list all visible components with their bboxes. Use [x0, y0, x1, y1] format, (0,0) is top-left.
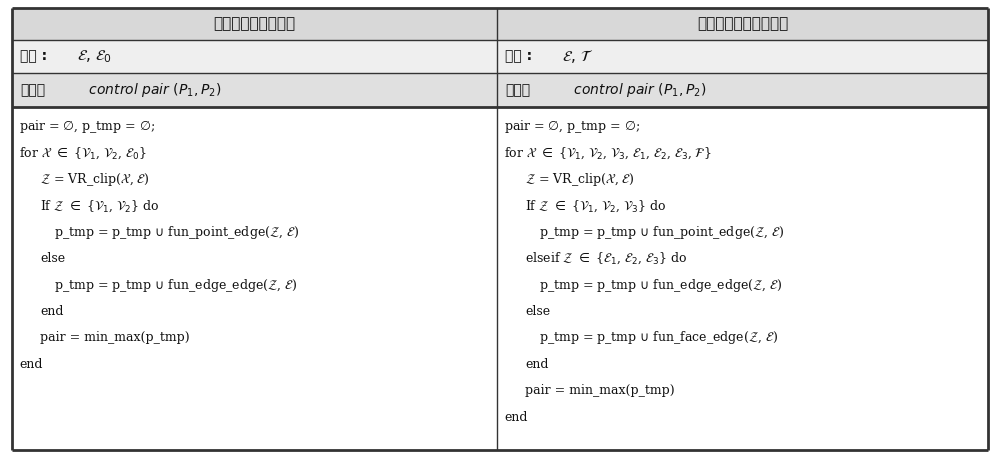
Text: pair = $\emptyset$, p_tmp = $\emptyset$;: pair = $\emptyset$, p_tmp = $\emptyset$; — [19, 118, 155, 135]
Text: end: end — [19, 358, 42, 371]
Text: 输入 :: 输入 : — [20, 49, 47, 64]
Text: 线段与线段碰撞检测: 线段与线段碰撞检测 — [213, 16, 296, 32]
Text: for $\mathcal{X}$ $\in$ {$\mathcal{V}_1$, $\mathcal{V}_2$, $\mathcal{V}_3$, $\ma: for $\mathcal{X}$ $\in$ {$\mathcal{V}_1$… — [504, 146, 712, 161]
Text: else: else — [40, 252, 65, 265]
Bar — [12, 107, 988, 450]
Text: end: end — [525, 358, 548, 371]
Text: pair = $\emptyset$, p_tmp = $\emptyset$;: pair = $\emptyset$, p_tmp = $\emptyset$; — [504, 118, 640, 135]
Text: control pair $(P_1, P_2)$: control pair $(P_1, P_2)$ — [80, 81, 222, 99]
Bar — [12, 73, 988, 107]
Text: pair = min_max(p_tmp): pair = min_max(p_tmp) — [40, 332, 190, 344]
Text: p_tmp = p_tmp $\cup$ fun_edge_edge($\mathcal{Z}$, $\mathcal{E}$): p_tmp = p_tmp $\cup$ fun_edge_edge($\mat… — [54, 277, 298, 294]
Text: 输出：: 输出： — [20, 83, 45, 97]
Text: 线段与三角形碰撞检测: 线段与三角形碰撞检测 — [697, 16, 788, 32]
Text: end: end — [504, 410, 528, 424]
Bar — [12, 40, 988, 73]
Text: $\mathcal{E}$, $\mathcal{E}_0$: $\mathcal{E}$, $\mathcal{E}_0$ — [77, 48, 112, 65]
Text: p_tmp = p_tmp $\cup$ fun_edge_edge($\mathcal{Z}$, $\mathcal{E}$): p_tmp = p_tmp $\cup$ fun_edge_edge($\mat… — [539, 277, 783, 294]
Text: 输入 :: 输入 : — [505, 49, 532, 64]
Bar — [12, 8, 988, 40]
Text: p_tmp = p_tmp $\cup$ fun_face_edge($\mathcal{Z}$, $\mathcal{E}$): p_tmp = p_tmp $\cup$ fun_face_edge($\mat… — [539, 329, 778, 346]
Text: p_tmp = p_tmp $\cup$ fun_point_edge($\mathcal{Z}$, $\mathcal{E}$): p_tmp = p_tmp $\cup$ fun_point_edge($\ma… — [54, 224, 299, 241]
Text: control pair $(P_1, P_2)$: control pair $(P_1, P_2)$ — [565, 81, 707, 99]
Text: 输出：: 输出： — [505, 83, 530, 97]
Text: $\mathcal{Z}$ = VR_clip($\mathcal{X}$, $\mathcal{E}$): $\mathcal{Z}$ = VR_clip($\mathcal{X}$, $… — [40, 171, 150, 188]
Text: If $\mathcal{Z}$ $\in$ {$\mathcal{V}_1$, $\mathcal{V}_2$} do: If $\mathcal{Z}$ $\in$ {$\mathcal{V}_1$,… — [40, 198, 159, 214]
Text: for $\mathcal{X}$ $\in$ {$\mathcal{V}_1$, $\mathcal{V}_2$, $\mathcal{E}_0$}: for $\mathcal{X}$ $\in$ {$\mathcal{V}_1$… — [19, 146, 147, 161]
Text: $\mathcal{E}$, $\mathcal{T}$: $\mathcal{E}$, $\mathcal{T}$ — [562, 48, 593, 65]
Text: p_tmp = p_tmp $\cup$ fun_point_edge($\mathcal{Z}$, $\mathcal{E}$): p_tmp = p_tmp $\cup$ fun_point_edge($\ma… — [539, 224, 784, 241]
Text: elseif $\mathcal{Z}$ $\in$ {$\mathcal{E}_1$, $\mathcal{E}_2$, $\mathcal{E}_3$} d: elseif $\mathcal{Z}$ $\in$ {$\mathcal{E}… — [525, 251, 687, 267]
Text: end: end — [40, 305, 64, 318]
Text: pair = min_max(p_tmp): pair = min_max(p_tmp) — [525, 384, 675, 397]
Text: If $\mathcal{Z}$ $\in$ {$\mathcal{V}_1$, $\mathcal{V}_2$, $\mathcal{V}_3$} do: If $\mathcal{Z}$ $\in$ {$\mathcal{V}_1$,… — [525, 198, 666, 214]
Text: $\mathcal{Z}$ = VR_clip($\mathcal{X}$, $\mathcal{E}$): $\mathcal{Z}$ = VR_clip($\mathcal{X}$, $… — [525, 171, 635, 188]
Text: else: else — [525, 305, 550, 318]
